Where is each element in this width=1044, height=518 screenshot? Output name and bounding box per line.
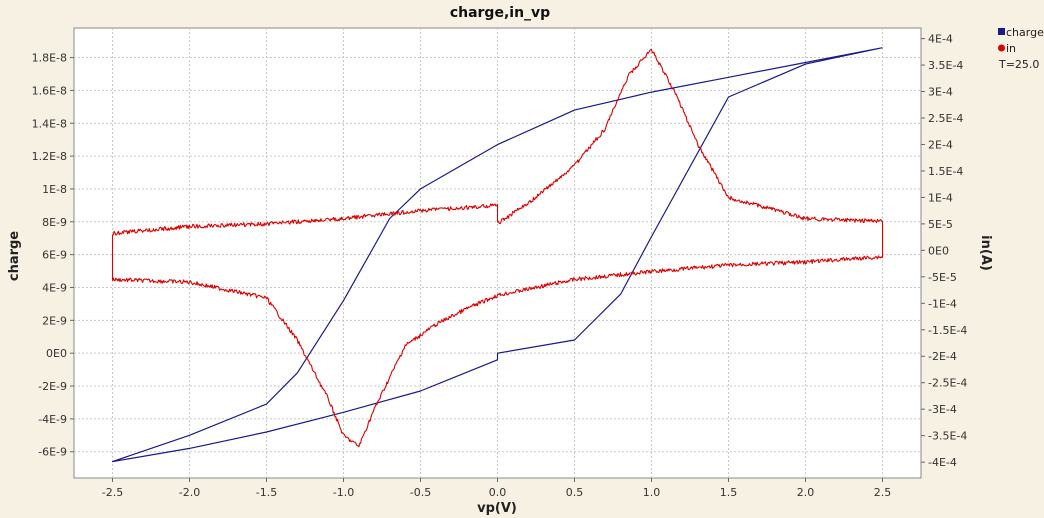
y-axis-right: -4E-4 -3.5E-4 -3E-4 -2.5E-4 -2E-4 -1.5E-4 -1E-… (921, 33, 967, 469)
y-right-tick-label: 3E-4 (928, 86, 953, 99)
y-right-tick-label: 1E-4 (928, 191, 953, 204)
x-axis: -2.5 -2.0 -1.5 -1.0 -0.5 0.0 0.5 1.0 1.5 2.0 2.5 (102, 478, 891, 499)
legend-marker-in (998, 44, 1005, 52)
grid (74, 28, 921, 478)
y-right-tick-label: -2E-4 (928, 350, 957, 363)
y-left-tick-label: 2E-9 (42, 314, 67, 327)
y-right-tick-label: 2E-4 (928, 138, 953, 151)
legend-label-charge: charge (1006, 26, 1044, 39)
y-right-tick-label: 0E0 (928, 244, 949, 257)
y-right-tick-label: -4E-4 (928, 456, 957, 469)
y-left-tick-label: 1E-8 (42, 183, 67, 196)
x-axis-label: vp(V) (477, 501, 517, 516)
x-tick-label: 1.0 (643, 486, 661, 499)
legend-label-in: in (1006, 42, 1016, 55)
legend-note: T=25.0 (998, 58, 1039, 71)
y-right-tick-label: -3E-4 (928, 403, 957, 416)
x-tick-label: -2.0 (179, 486, 200, 499)
y-right-tick-label: 5E-5 (928, 218, 953, 231)
y-left-tick-label: 1.2E-8 (32, 150, 67, 163)
x-tick-label: 1.5 (720, 486, 738, 499)
y-left-tick-label: -4E-9 (38, 413, 67, 426)
chart-title: charge,in_vp (450, 5, 550, 21)
x-tick-label: 0.0 (489, 486, 507, 499)
series-line-charge (111, 47, 883, 463)
y-right-tick-label: -2.5E-4 (928, 377, 967, 390)
series-line-in (111, 48, 884, 448)
x-tick-label: 2.5 (874, 486, 892, 499)
y-left-tick-label: 6E-9 (42, 249, 67, 262)
y-left-tick-label: 8E-9 (42, 216, 67, 229)
y-right-tick-label: 3.5E-4 (928, 59, 963, 72)
legend: charge in T=25.0 (998, 26, 1044, 71)
y-left-tick-label: 1.8E-8 (32, 52, 67, 65)
x-tick-label: -1.0 (333, 486, 354, 499)
y-right-tick-label: -1.5E-4 (928, 324, 967, 337)
y-right-tick-label: -5E-5 (928, 271, 957, 284)
x-tick-label: -0.5 (410, 486, 431, 499)
legend-marker-charge (998, 28, 1005, 35)
y-right-tick-label: 4E-4 (928, 33, 953, 46)
y-left-tick-label: 4E-9 (42, 281, 67, 294)
y-right-tick-label: 2.5E-4 (928, 112, 963, 125)
x-tick-label: 0.5 (566, 486, 584, 499)
x-tick-label: -2.5 (102, 486, 123, 499)
x-tick-label: 2.0 (797, 486, 815, 499)
series-layer (111, 47, 884, 463)
y-axis-left: -6E-9 -4E-9 -2E-9 0E0 2E-9 4E-9 6E-9 8E-9 1E-8 1.… (32, 52, 74, 459)
y-left-tick-label: 1.4E-8 (32, 117, 67, 130)
y-right-tick-label: 1.5E-4 (928, 165, 963, 178)
y-left-tick-label: 0E0 (46, 347, 67, 360)
y-left-tick-label: -6E-9 (38, 446, 67, 459)
y-left-tick-label: 1.6E-8 (32, 84, 67, 97)
y-axis-left-label: charge (7, 231, 22, 281)
y-left-tick-label: -2E-9 (38, 380, 67, 393)
y-axis-right-label: in(A) (978, 235, 993, 271)
y-right-tick-label: -3.5E-4 (928, 430, 967, 443)
y-right-tick-label: -1E-4 (928, 297, 957, 310)
x-tick-label: -1.5 (256, 486, 277, 499)
